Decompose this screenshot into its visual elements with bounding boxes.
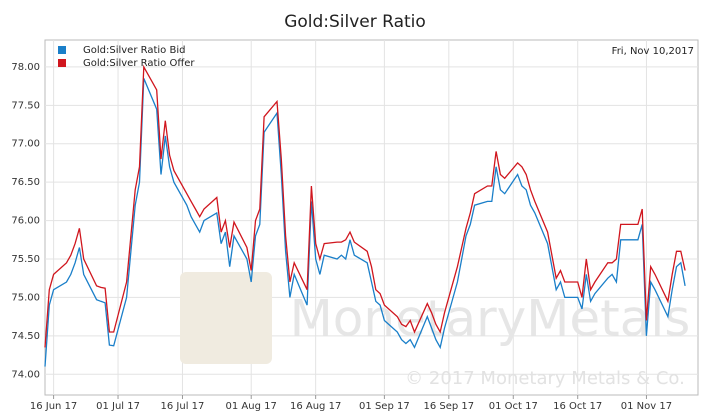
- x-tick-label: 16 Oct 17: [553, 401, 602, 412]
- y-tick-label: 76.00: [11, 216, 40, 227]
- legend-label: Gold:Silver Ratio Offer: [83, 58, 195, 69]
- series-line: [44, 64, 686, 348]
- y-tick-label: 75.50: [11, 254, 40, 265]
- watermark-logo: [180, 272, 272, 364]
- copyright: © 2017 Monetary Metals & Co.: [405, 368, 685, 389]
- y-tick-label: 78.00: [11, 62, 40, 73]
- y-tick-label: 74.50: [11, 331, 40, 342]
- chart-title: Gold:Silver Ratio: [284, 12, 426, 32]
- x-tick-label: 01 Nov 17: [621, 401, 672, 412]
- series-line: [44, 78, 686, 367]
- date-label: Fri, Nov 10,2017: [612, 46, 694, 57]
- y-tick-label: 75.00: [11, 292, 40, 303]
- x-tick-label: 01 Aug 17: [226, 401, 277, 412]
- x-tick-label: 01 Oct 17: [489, 401, 538, 412]
- x-tick-label: 16 Sep 17: [424, 401, 475, 412]
- x-tick-label: 16 Jul 17: [161, 401, 205, 412]
- y-tick-label: 77.00: [11, 139, 40, 150]
- legend-label: Gold:Silver Ratio Bid: [83, 45, 185, 56]
- x-tick-label: 01 Sep 17: [359, 401, 410, 412]
- x-tick-label: 16 Jun 17: [30, 401, 77, 412]
- legend-swatch: [58, 46, 66, 54]
- legend-swatch: [58, 59, 66, 67]
- watermark: MonetaryMetals: [290, 290, 691, 348]
- plot-frame: [44, 39, 699, 396]
- x-tick-label: 16 Aug 17: [290, 401, 341, 412]
- y-tick-label: 76.50: [11, 177, 40, 188]
- y-tick-label: 77.50: [11, 100, 40, 111]
- x-tick-label: 01 Jul 17: [96, 401, 140, 412]
- y-tick-label: 74.00: [11, 369, 40, 380]
